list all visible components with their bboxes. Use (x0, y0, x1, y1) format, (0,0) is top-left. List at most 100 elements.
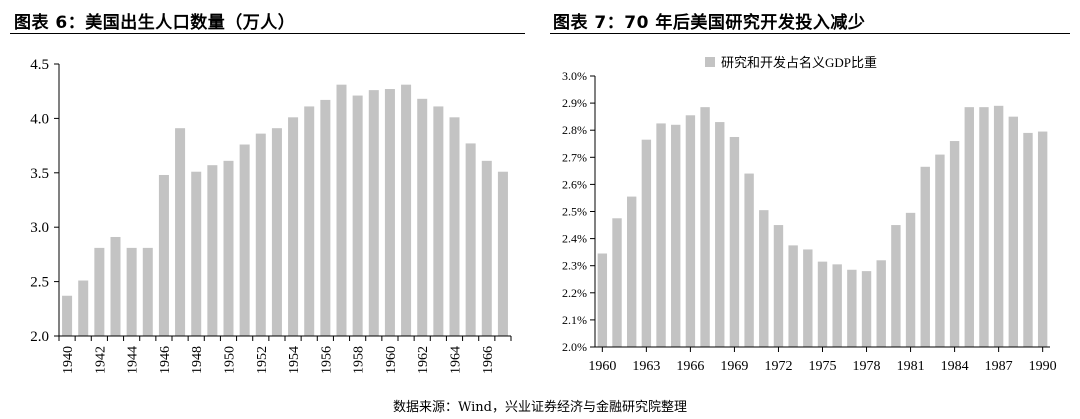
bar (861, 271, 872, 347)
bar (384, 89, 395, 336)
bar (744, 173, 754, 347)
y-tick-label: 2.5% (562, 205, 587, 219)
bar (715, 122, 725, 347)
y-tick-label: 2.0 (30, 329, 49, 345)
bar (788, 245, 798, 347)
x-tick-label: 1966 (481, 346, 496, 374)
x-tick-label: 1956 (319, 346, 334, 374)
bar (612, 218, 622, 347)
bar (368, 90, 379, 336)
bar (979, 107, 989, 347)
bar (891, 225, 901, 347)
bar (935, 154, 945, 347)
bar (126, 247, 137, 336)
y-tick-label: 2.0% (562, 340, 587, 354)
x-tick-label: 1987 (985, 359, 1013, 374)
bar (876, 260, 886, 347)
x-tick-label: 1942 (93, 346, 108, 374)
y-tick-label: 2.7% (562, 150, 587, 164)
y-tick-label: 2.3% (562, 259, 587, 273)
bar (685, 115, 696, 347)
bar (832, 264, 842, 347)
x-tick-label: 1952 (255, 346, 270, 374)
x-tick-label: 1966 (676, 359, 704, 374)
y-tick-label: 3.5 (30, 166, 49, 182)
bar (597, 253, 608, 347)
bar (449, 117, 460, 336)
bar (336, 84, 347, 336)
bar (175, 128, 186, 336)
bar (497, 171, 508, 336)
bar (142, 247, 153, 336)
bar (1037, 131, 1048, 347)
y-tick-label: 2.5 (30, 275, 49, 291)
x-tick-label: 1962 (416, 346, 431, 374)
left-title-rule (10, 33, 525, 34)
bar (656, 123, 666, 347)
bar (401, 84, 412, 336)
bar (288, 117, 299, 336)
y-tick-label: 2.9% (562, 96, 587, 110)
birth-chart: 2.0 2.5 3.0 3.5 4.0 4.5 1940 1942 1944 1946 1948 19… (30, 57, 512, 374)
x-tick-label: 1940 (61, 346, 76, 374)
bar (847, 269, 857, 347)
bar (1023, 132, 1033, 347)
bar (817, 261, 828, 347)
bar (641, 139, 652, 347)
source-note: 数据来源：Wind，兴业证券经济与金融研究院整理 (393, 400, 687, 415)
right-title-rule (550, 33, 1070, 34)
right-chart-title: 图表 7：70 年后美国研究开发投入减少 (553, 13, 866, 33)
bar (304, 106, 315, 336)
x-tick-label: 1946 (158, 346, 173, 374)
bar (803, 249, 813, 347)
bar (700, 107, 710, 347)
bar (207, 165, 218, 336)
bar (191, 171, 202, 336)
x-tick-label: 1984 (941, 359, 969, 374)
x-tick-label: 1969 (720, 359, 748, 374)
y-tick-label: 4.0 (30, 111, 49, 127)
x-tick-label: 1954 (287, 346, 302, 374)
bar (729, 136, 740, 347)
y-tick-label: 2.8% (562, 123, 587, 137)
bar (239, 144, 250, 336)
y-tick-label: 2.6% (562, 177, 587, 191)
bar (905, 212, 916, 347)
x-tick-label: 1978 (853, 359, 881, 374)
bar (62, 295, 73, 336)
bar (964, 107, 974, 347)
y-tick-label: 3.0 (30, 220, 49, 236)
x-tick-label: 1972 (764, 359, 792, 374)
x-tick-label: 1981 (897, 359, 925, 374)
bar (433, 106, 444, 336)
bar (465, 143, 476, 336)
bar (352, 95, 363, 336)
y-tick-label: 2.2% (562, 286, 587, 300)
bar (271, 128, 282, 336)
bar (110, 236, 121, 336)
x-tick-label: 1960 (384, 346, 399, 374)
x-tick-label: 1948 (190, 346, 205, 374)
x-tick-label: 1964 (449, 346, 464, 374)
x-tick-label: 1960 (588, 359, 616, 374)
left-chart-title: 图表 6：美国出生人口数量（万人） (14, 13, 296, 33)
x-tick-label: 1975 (809, 359, 837, 374)
bar (255, 133, 266, 336)
bar (773, 225, 784, 347)
y-tick-label: 3.0% (562, 69, 587, 83)
x-tick-label: 1963 (632, 359, 660, 374)
bar (417, 98, 428, 336)
bar (949, 141, 960, 347)
y-tick-label: 2.4% (562, 232, 587, 246)
x-tick-label: 1950 (223, 346, 238, 374)
legend-label: 研究和开发占名义GDP比重 (721, 55, 877, 70)
bar (223, 160, 234, 336)
bar (626, 196, 637, 347)
x-tick-label: 1958 (352, 346, 367, 374)
bar (671, 124, 681, 347)
bar (78, 280, 89, 336)
bar (481, 160, 492, 336)
x-tick-label: 1944 (126, 346, 141, 374)
bar (920, 166, 930, 347)
bar (158, 174, 169, 336)
